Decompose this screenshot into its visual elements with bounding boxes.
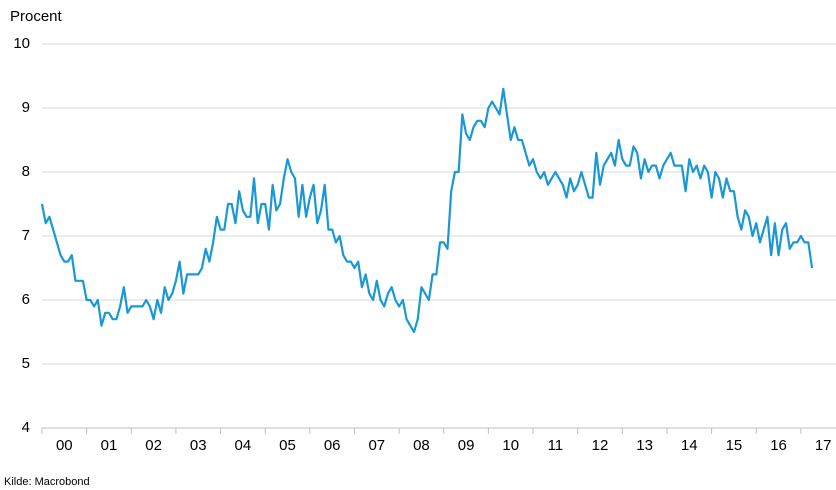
x-tick-label: 10: [502, 437, 519, 454]
x-tick-label: 06: [324, 437, 341, 454]
y-tick-label: 4: [22, 419, 30, 436]
y-tick-label: 7: [22, 227, 30, 244]
x-tick-label: 07: [368, 437, 385, 454]
x-tick-label: 17: [815, 437, 832, 454]
x-tick-label: 04: [235, 437, 252, 454]
y-tick-label: 9: [22, 99, 30, 116]
data-line: [40, 87, 814, 334]
x-tick-label: 03: [190, 437, 207, 454]
x-tick-label: 15: [726, 437, 743, 454]
x-tick-label: 05: [279, 437, 296, 454]
x-tick-label: 13: [636, 437, 653, 454]
x-tick-label: 08: [413, 437, 430, 454]
x-tick-label: 11: [548, 437, 564, 454]
x-tick-label: 16: [770, 437, 787, 454]
y-tick-label: 6: [22, 291, 30, 308]
y-tick-label: 8: [22, 163, 30, 180]
x-tick-label: 02: [145, 437, 162, 454]
y-axis-label: Procent: [10, 8, 63, 25]
y-tick-label: 10: [13, 35, 30, 52]
x-tick-label: 14: [681, 437, 698, 454]
x-tick-label: 00: [56, 437, 73, 454]
x-tick-label: 09: [458, 437, 475, 454]
source-note: Kilde: Macrobond: [4, 476, 90, 488]
x-tick-label: 12: [592, 437, 609, 454]
y-tick-label: 5: [22, 355, 30, 372]
x-tick-label: 01: [101, 437, 118, 454]
